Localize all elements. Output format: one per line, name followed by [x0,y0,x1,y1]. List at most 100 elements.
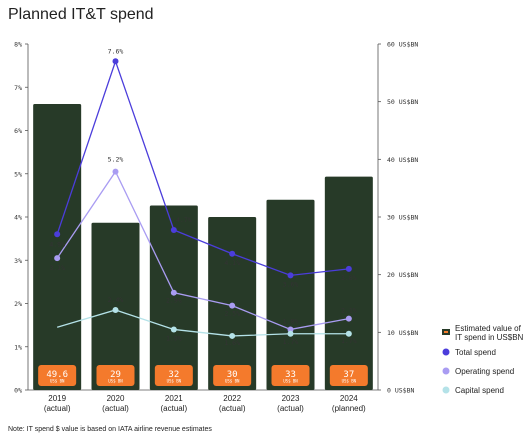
operating-spend-value-label: 1.8% [283,317,299,325]
legend-label: Estimated value of IT spend in US$BN [455,324,524,342]
left-tick-label: 0% [14,387,22,395]
category-label: 2019 [48,394,66,403]
left-tick-label: 7% [14,84,22,92]
lines [54,58,352,339]
operating-spend-value-label: 2.5% [224,310,240,318]
right-tick-label: 40 US$BN [387,156,418,164]
total-spend-point [229,250,236,257]
bar-value-label: 49.6 [46,370,68,380]
operating-spend-point [170,289,177,296]
bar [324,176,373,390]
bar-value-badge [96,365,135,386]
operating-spend-point [112,168,119,175]
left-tick-label: 5% [14,170,22,178]
bar-unit-label: US$ BN [342,379,357,384]
bar-value-badge [213,365,252,386]
capital-spend-value-label: 1.7% [341,337,357,345]
data-labels: 4.9% 7.6% 4.7% 4.1% 3.6% 3.8% 3.1% 5.2% 2.9% 2.5%… [49,47,356,347]
legend-total-swatch [442,348,450,356]
category-label: 2022 [223,394,241,403]
total-spend-value-label: 4.7% [176,216,192,224]
bar-value-badge [38,365,77,386]
left-tick-label: 8% [14,41,22,49]
footnote: Note: IT spend $ value is based on IATA … [8,426,212,433]
right-tick-label: 50 US$BN [387,98,418,106]
bar-unit-label: US$ BN [167,379,182,384]
legend-label: Total spend [455,348,496,357]
bar-unit-label: US$ BN [283,379,298,384]
capital-spend-point [170,326,177,333]
total-spend-point [170,226,177,233]
legend-label: Capital spend [455,386,504,395]
category-label: 2024 [340,394,358,403]
total-spend-point [345,265,352,272]
total-spend-value-label: 3.6% [283,280,299,288]
bar-unit-label: US$ BN [108,379,123,384]
bar [266,199,315,390]
bar [91,222,140,390]
capital-spend-value-label: 1.6% [224,339,240,347]
capital-spend-point [287,330,294,337]
category-sublabel: (actual) [219,404,246,413]
category-label: 2023 [282,394,300,403]
bar-unit-label: US$ BN [50,379,65,384]
left-tick-label: 4% [14,214,22,222]
bar-value-badge [329,365,368,386]
right-tick-label: 30 US$BN [387,214,418,222]
total-spend-point [54,231,61,238]
total-spend-line [56,59,349,277]
legend-label: Operating spend [455,367,514,376]
legend: Estimated value of IT spend in US$BN Total… [442,324,524,395]
capital-spend-line [56,309,349,337]
right-tick-label: 0 US$BN [387,387,414,395]
operating-spend-point [345,315,352,322]
bar [33,103,82,391]
bar-unit-label: US$ BN [225,379,240,384]
operating-spend-value-label: 2.1% [341,307,357,315]
left-tick-label: 6% [14,127,22,135]
right-tick-label: 10 US$BN [387,329,418,337]
operating-spend-line [56,170,349,331]
operating-spend-point [287,326,294,333]
capital-spend-value-label: 2.4% [108,296,124,304]
left-tick-label: 1% [14,343,22,351]
legend-capital-swatch [442,386,450,394]
total-spend-value-label: 4.1% [224,259,240,267]
category-sublabel: (actual) [160,404,187,413]
total-spend-value-label: 4.9% [49,240,65,248]
legend-operating-swatch [442,367,450,375]
bar-value-badge [271,365,310,386]
operating-spend-point [54,255,61,262]
bar-value-label: 33 [285,370,296,380]
capital-spend-point [345,330,352,337]
category-sublabel: (actual) [102,404,129,413]
bar-value-label: 30 [227,370,238,380]
total-spend-value-label: 3.8% [341,274,357,282]
right-tick-label: 20 US$BN [387,271,418,279]
operating-spend-value-label: 2.9% [166,297,182,305]
capital-spend-point [112,306,119,313]
operating-spend-value-label: 3.1% [49,264,65,272]
category-sublabel: (actual) [44,404,71,413]
bar-value-badge [154,365,193,386]
category-label: 2021 [165,394,183,403]
operating-spend-value-label: 5.2% [108,156,124,164]
legend-bar-badge-swatch [444,331,448,333]
bar-value-label: 37 [343,370,354,380]
chart-title: Planned IT&T spend [8,6,154,23]
category-sublabel: (actual) [277,404,304,413]
total-spend-point [112,58,119,65]
bar [149,205,198,390]
category-sublabel: (planned) [332,404,366,413]
bar-value-label: 32 [168,370,179,380]
capital-spend-value-label: 1.7% [283,338,299,346]
total-spend-point [287,272,294,279]
capital-spend-point [229,332,236,339]
left-tick-label: 2% [14,300,22,308]
bar-value-label: 29 [110,370,121,380]
left-tick-label: 3% [14,257,22,265]
total-spend-value-label: 7.6% [108,47,124,55]
operating-spend-point [229,302,236,309]
